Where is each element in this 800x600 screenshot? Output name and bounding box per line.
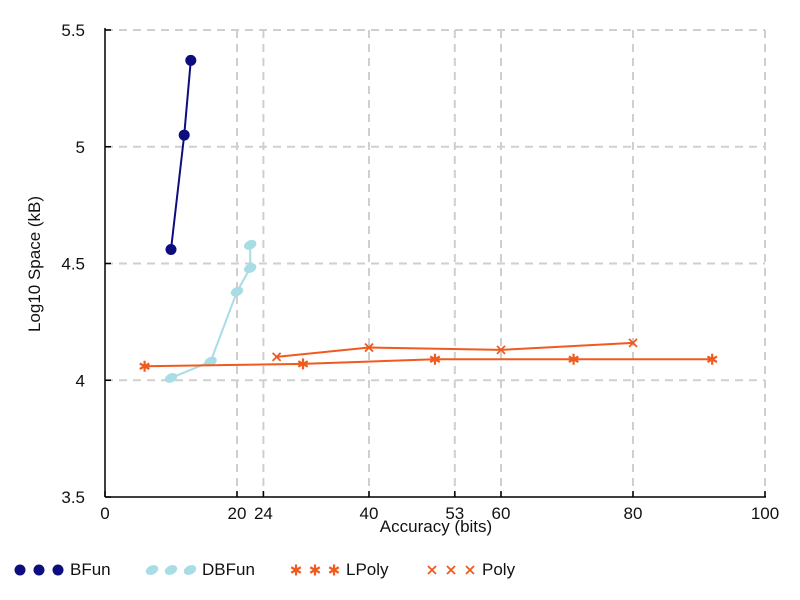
data-point-poly bbox=[628, 338, 638, 348]
series bbox=[139, 54, 718, 383]
data-point-poly bbox=[364, 342, 374, 353]
grid bbox=[105, 29, 766, 497]
series-line-poly bbox=[276, 341, 634, 358]
legend-marker-bfun bbox=[52, 564, 64, 576]
x-tick-label: 20 bbox=[228, 504, 247, 523]
x-tick-label: 24 bbox=[254, 504, 273, 523]
data-point-lpoly bbox=[139, 360, 150, 372]
x-tick-label: 40 bbox=[360, 504, 379, 523]
data-point-lpoly bbox=[568, 353, 579, 365]
legend-marker-dbfun bbox=[145, 565, 159, 575]
data-point-lpoly bbox=[706, 353, 718, 365]
x-tick-label: 0 bbox=[100, 504, 109, 523]
data-point-bfun bbox=[185, 54, 197, 66]
legend-item-poly: Poly bbox=[427, 560, 516, 579]
x-tick-label: 80 bbox=[624, 504, 643, 523]
legend-marker-lpoly bbox=[309, 564, 321, 576]
y-tick-label: 5 bbox=[76, 138, 85, 157]
series-bfun bbox=[165, 54, 197, 255]
data-point-dbfun bbox=[244, 263, 257, 274]
x-stroke bbox=[364, 342, 374, 353]
legend-marker-poly bbox=[446, 565, 456, 575]
legend-marker-lpoly bbox=[328, 564, 340, 576]
y-tick-label: 4 bbox=[76, 371, 85, 390]
legend-marker-lpoly bbox=[290, 564, 302, 576]
x-tick-label: 60 bbox=[492, 504, 511, 523]
asterisk-stroke bbox=[309, 566, 321, 574]
legend-label-lpoly: LPoly bbox=[346, 560, 389, 579]
data-point-lpoly bbox=[429, 353, 441, 365]
series-lpoly bbox=[139, 353, 718, 372]
legend-label-poly: Poly bbox=[482, 560, 516, 579]
data-point-dbfun bbox=[164, 372, 178, 383]
legend-marker-dbfun bbox=[183, 565, 197, 575]
y-tick-label: 4.5 bbox=[61, 255, 85, 274]
data-point-lpoly bbox=[297, 358, 309, 370]
y-tick-label: 5.5 bbox=[61, 21, 85, 40]
legend: BFun DBFun LPoly Poly bbox=[14, 560, 516, 579]
legend-marker-bfun bbox=[14, 564, 26, 576]
legend-marker-poly bbox=[465, 565, 475, 575]
data-point-dbfun bbox=[230, 286, 244, 297]
x-stroke bbox=[271, 352, 282, 362]
x-stroke bbox=[628, 338, 638, 348]
asterisk-stroke bbox=[328, 566, 340, 574]
x-tick-label: 53 bbox=[445, 504, 464, 523]
x-axis-title: Accuracy (bits) bbox=[380, 517, 492, 536]
y-axis-title: Log10 Space (kB) bbox=[25, 196, 44, 332]
x-stroke bbox=[496, 345, 506, 355]
data-point-bfun bbox=[165, 243, 177, 255]
y-tick-label: 3.5 bbox=[61, 488, 85, 507]
asterisk-stroke bbox=[139, 362, 150, 370]
asterisk-stroke bbox=[290, 566, 302, 574]
x-stroke bbox=[427, 565, 437, 575]
data-point-dbfun bbox=[204, 356, 217, 367]
x-tick-label: 100 bbox=[751, 504, 779, 523]
data-point-bfun bbox=[178, 129, 190, 141]
series-line-lpoly bbox=[144, 358, 713, 368]
legend-item-bfun: BFun bbox=[14, 560, 111, 579]
asterisk-stroke bbox=[706, 355, 718, 363]
asterisk-stroke bbox=[297, 360, 309, 368]
legend-item-lpoly: LPoly bbox=[290, 560, 389, 579]
legend-item-dbfun: DBFun bbox=[145, 560, 255, 579]
x-stroke bbox=[465, 565, 475, 575]
series-poly bbox=[271, 338, 638, 362]
axes bbox=[104, 28, 766, 498]
data-point-dbfun bbox=[244, 239, 257, 250]
tick-labels: 0 20 24 40 53 60 80 100 3.5 4 4.5 5 5.5 bbox=[61, 21, 779, 523]
x-stroke bbox=[446, 565, 456, 575]
legend-marker-poly bbox=[427, 565, 437, 575]
legend-marker-dbfun bbox=[164, 565, 178, 575]
legend-label-dbfun: DBFun bbox=[202, 560, 255, 579]
data-point-poly bbox=[271, 352, 282, 362]
asterisk-stroke bbox=[568, 355, 579, 363]
legend-label-bfun: BFun bbox=[70, 560, 111, 579]
series-dbfun bbox=[164, 239, 257, 383]
asterisk-stroke bbox=[429, 355, 441, 363]
legend-marker-bfun bbox=[33, 564, 45, 576]
series-line-bfun bbox=[170, 60, 192, 250]
data-point-poly bbox=[496, 345, 506, 355]
